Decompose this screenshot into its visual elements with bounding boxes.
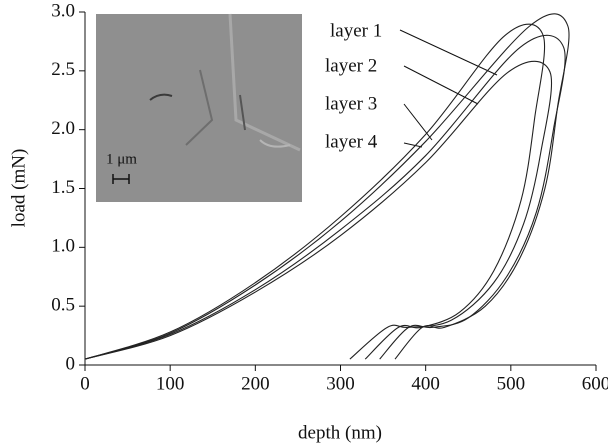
x-tick-label: 200 bbox=[241, 373, 270, 394]
inset-label: 1 μm bbox=[106, 151, 137, 167]
y-tick-label: 3.0 bbox=[51, 0, 75, 21]
leader-line bbox=[399, 29, 498, 76]
x-tick-label: 500 bbox=[497, 373, 526, 394]
x-axis-label: depth (nm) bbox=[298, 422, 382, 443]
x-tick-label: 400 bbox=[411, 373, 440, 394]
leader-line bbox=[403, 65, 479, 105]
texture bbox=[185, 69, 214, 146]
y-tick-label: 1.5 bbox=[51, 177, 75, 198]
texture bbox=[149, 93, 173, 101]
sem-image bbox=[96, 14, 302, 202]
texture bbox=[259, 139, 291, 148]
load-curve bbox=[84, 60, 553, 360]
y-tick-label: 2.5 bbox=[51, 59, 75, 80]
y-axis-label: load (mN) bbox=[8, 149, 29, 228]
legend-label: layer 2 bbox=[325, 55, 377, 76]
inset-image: 1 μm bbox=[96, 13, 302, 202]
x-tick-label: 0 bbox=[80, 373, 90, 394]
texture bbox=[239, 94, 246, 131]
legend-label: layer 1 bbox=[330, 20, 382, 41]
load-curve bbox=[84, 34, 566, 360]
leader-line bbox=[403, 103, 433, 141]
x-tick-label: 600 bbox=[582, 373, 608, 394]
texture bbox=[228, 13, 301, 152]
load-curve bbox=[84, 13, 570, 360]
y-tick-label: 0.5 bbox=[51, 295, 75, 316]
leaders bbox=[399, 29, 498, 148]
leader-line bbox=[403, 142, 423, 148]
y-tick-label: 2.0 bbox=[51, 118, 75, 139]
legend-label: layer 4 bbox=[325, 131, 378, 152]
y-tick-label: 1.0 bbox=[51, 236, 75, 257]
x-tick-label: 100 bbox=[156, 373, 185, 394]
legend-label: layer 3 bbox=[325, 93, 377, 114]
x-tick-label: 300 bbox=[326, 373, 355, 394]
scale-bar bbox=[112, 174, 130, 184]
y-tick-label: 0 bbox=[66, 353, 76, 374]
